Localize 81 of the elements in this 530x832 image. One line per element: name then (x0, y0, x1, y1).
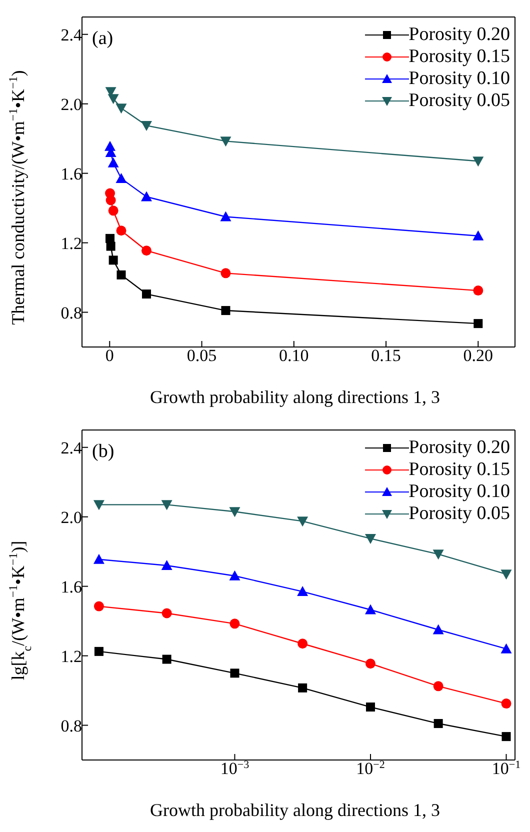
point (433, 681, 444, 692)
point (94, 601, 104, 612)
point (364, 534, 376, 544)
x-tick-label: 10$^{−1}$ (492, 759, 521, 778)
y-tick-label: 2.4 (60, 438, 82, 458)
y-tick-label: 2.0 (60, 94, 82, 114)
annotation: (b) (92, 441, 114, 462)
point (230, 618, 240, 629)
point (472, 230, 484, 240)
point (220, 268, 231, 278)
y-tick-label: 2.4 (60, 25, 82, 44)
point (106, 242, 116, 251)
point (229, 570, 240, 580)
point (365, 658, 376, 669)
legend-label: Porosity 0.20 (408, 24, 510, 46)
point (108, 94, 119, 104)
y-tick-label: 1.6 (60, 577, 82, 596)
point (162, 654, 172, 664)
x-tick-label: 0.10 (279, 346, 309, 365)
point (500, 570, 512, 580)
point (161, 560, 172, 570)
x-axis-title: Growth probability along directions 1, 3 (150, 800, 440, 820)
x-tick-label: 0.15 (371, 346, 401, 365)
point (162, 608, 172, 618)
point (142, 290, 151, 299)
point (230, 668, 240, 678)
point (140, 191, 152, 202)
point (116, 104, 127, 114)
point (364, 604, 376, 614)
legend-label: Porosity 0.15 (408, 46, 510, 68)
point (472, 156, 484, 167)
x-tick-label: 10$^{−2}$ (356, 759, 385, 778)
y-tick-label: 1.6 (60, 164, 82, 184)
legend-label: Porosity 0.05 (408, 503, 510, 525)
point (140, 121, 152, 132)
point (502, 732, 511, 742)
legend-label: Porosity 0.10 (408, 481, 510, 503)
point (297, 516, 308, 527)
y-tick-label: 0.8 (60, 303, 82, 322)
point (221, 306, 230, 316)
legend-label: Porosity 0.05 (408, 90, 510, 112)
point (116, 226, 126, 236)
point (220, 136, 232, 147)
x-tick-label: 0.05 (186, 346, 217, 365)
point (106, 234, 115, 243)
point (93, 554, 104, 564)
x-tick-label: 10$^{−3}$ (220, 759, 250, 778)
point (94, 646, 104, 656)
point (108, 206, 118, 216)
y-tick-label: 2.0 (60, 508, 82, 527)
point (141, 246, 152, 256)
point (220, 211, 232, 222)
point (434, 719, 443, 728)
point (106, 195, 116, 206)
x-axis-title: Growth probability along directions 1, 3 (150, 387, 440, 407)
point (473, 286, 484, 296)
legend-label: Porosity 0.20 (408, 437, 510, 459)
point (297, 586, 308, 596)
point (298, 638, 308, 649)
x-tick-label: 0 (105, 346, 114, 365)
point (298, 683, 308, 692)
y-tick-label: 1.2 (60, 234, 82, 253)
point (432, 624, 444, 634)
point (116, 270, 126, 280)
point (108, 256, 118, 265)
y-tick-label: 0.8 (60, 716, 82, 736)
point (93, 500, 104, 510)
point (474, 319, 483, 328)
point (366, 702, 375, 712)
x-tick-label: 0.20 (463, 346, 494, 365)
annotation: (a) (92, 28, 114, 49)
legend-label: Porosity 0.10 (408, 68, 510, 90)
point (108, 157, 119, 168)
y-tick-label: 1.2 (60, 646, 82, 666)
point (229, 507, 240, 518)
legend-label: Porosity 0.15 (408, 459, 510, 481)
point (500, 643, 512, 654)
point (161, 500, 172, 510)
point (501, 698, 512, 709)
point (116, 173, 127, 184)
point (432, 550, 444, 560)
